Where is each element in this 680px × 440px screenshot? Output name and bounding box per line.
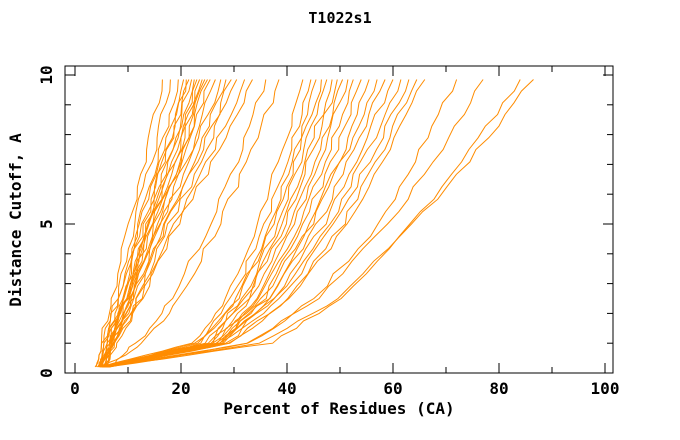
model-curve [104, 79, 521, 368]
model-curve [103, 79, 378, 368]
model-curve [101, 79, 203, 368]
model-curve [102, 79, 193, 368]
x-tick-label: 20 [171, 379, 190, 398]
model-curve [102, 79, 253, 368]
plot-title: T1022s1 [308, 9, 371, 27]
x-tick-label: 100 [591, 379, 620, 398]
model-curve [99, 79, 338, 368]
model-curve [103, 79, 312, 368]
plot-frame [64, 65, 614, 374]
axes-group [64, 65, 614, 374]
model-curve [98, 79, 179, 368]
y-axis-label: Distance Cutoff, A [6, 133, 25, 307]
model-curve [107, 79, 280, 368]
x-tick-label: 80 [489, 379, 508, 398]
x-tick-label: 40 [277, 379, 296, 398]
model-curve [106, 79, 534, 368]
model-curve [105, 79, 484, 368]
model-curve [103, 79, 426, 368]
model-curve [95, 79, 185, 368]
model-curve [104, 79, 362, 368]
model-curve [104, 79, 267, 368]
model-curve [105, 79, 386, 368]
model-curve [101, 79, 322, 368]
model-curve [103, 79, 238, 368]
x-tick-label: 60 [383, 379, 402, 398]
y-tick-label: 0 [37, 368, 56, 378]
model-curve [104, 79, 410, 368]
x-axis-label: Percent of Residues (CA) [223, 399, 454, 418]
y-tick-label: 10 [37, 65, 56, 84]
x-tick-label: 0 [70, 379, 80, 398]
model-curve [100, 79, 304, 368]
model-curve [98, 79, 208, 368]
y-tick-label: 5 [37, 219, 56, 229]
model-curve [101, 79, 458, 368]
model-curve [101, 79, 402, 368]
model-curve [102, 79, 344, 368]
model-curve [97, 79, 190, 368]
model-curve [104, 79, 198, 368]
model-curve [101, 79, 232, 368]
model-curve [105, 79, 227, 368]
tick-label-group: 0 20 40 60 80 100 0 5 10 [37, 65, 619, 398]
curve-group [94, 79, 534, 368]
